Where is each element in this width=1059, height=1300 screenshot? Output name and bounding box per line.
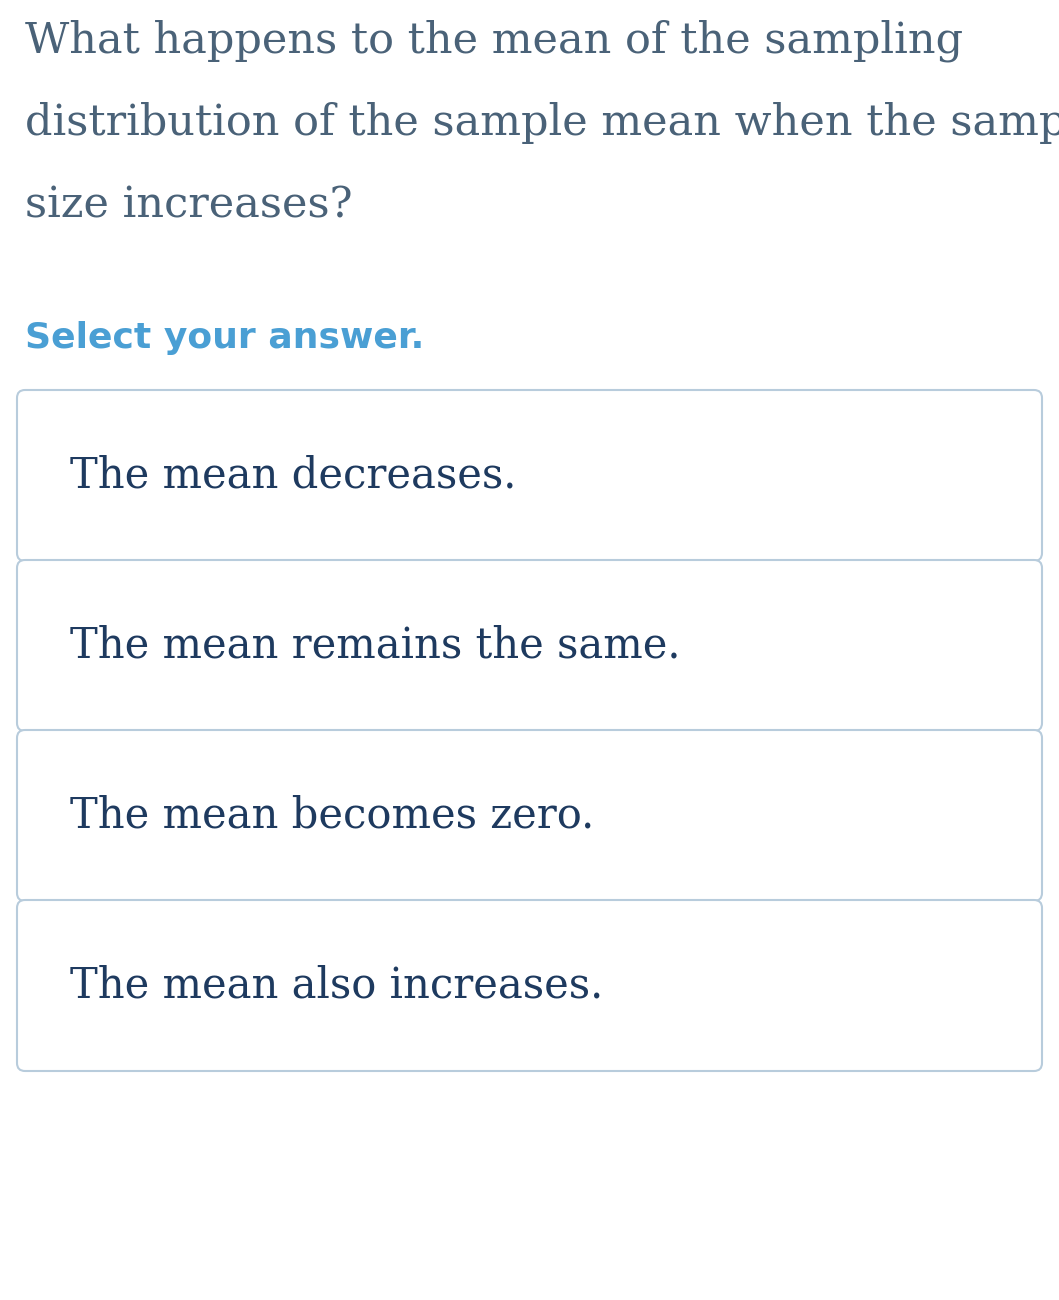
- Text: Select your answer.: Select your answer.: [25, 321, 425, 355]
- FancyBboxPatch shape: [17, 900, 1042, 1071]
- Text: The mean decreases.: The mean decreases.: [70, 455, 517, 497]
- FancyBboxPatch shape: [17, 390, 1042, 562]
- Text: What happens to the mean of the sampling: What happens to the mean of the sampling: [25, 20, 963, 62]
- Text: The mean remains the same.: The mean remains the same.: [70, 624, 681, 667]
- FancyBboxPatch shape: [17, 560, 1042, 731]
- Text: The mean also increases.: The mean also increases.: [70, 965, 604, 1006]
- FancyBboxPatch shape: [17, 731, 1042, 901]
- Text: The mean becomes zero.: The mean becomes zero.: [70, 794, 594, 836]
- Text: size increases?: size increases?: [25, 185, 353, 226]
- Text: distribution of the sample mean when the sample: distribution of the sample mean when the…: [25, 101, 1059, 144]
